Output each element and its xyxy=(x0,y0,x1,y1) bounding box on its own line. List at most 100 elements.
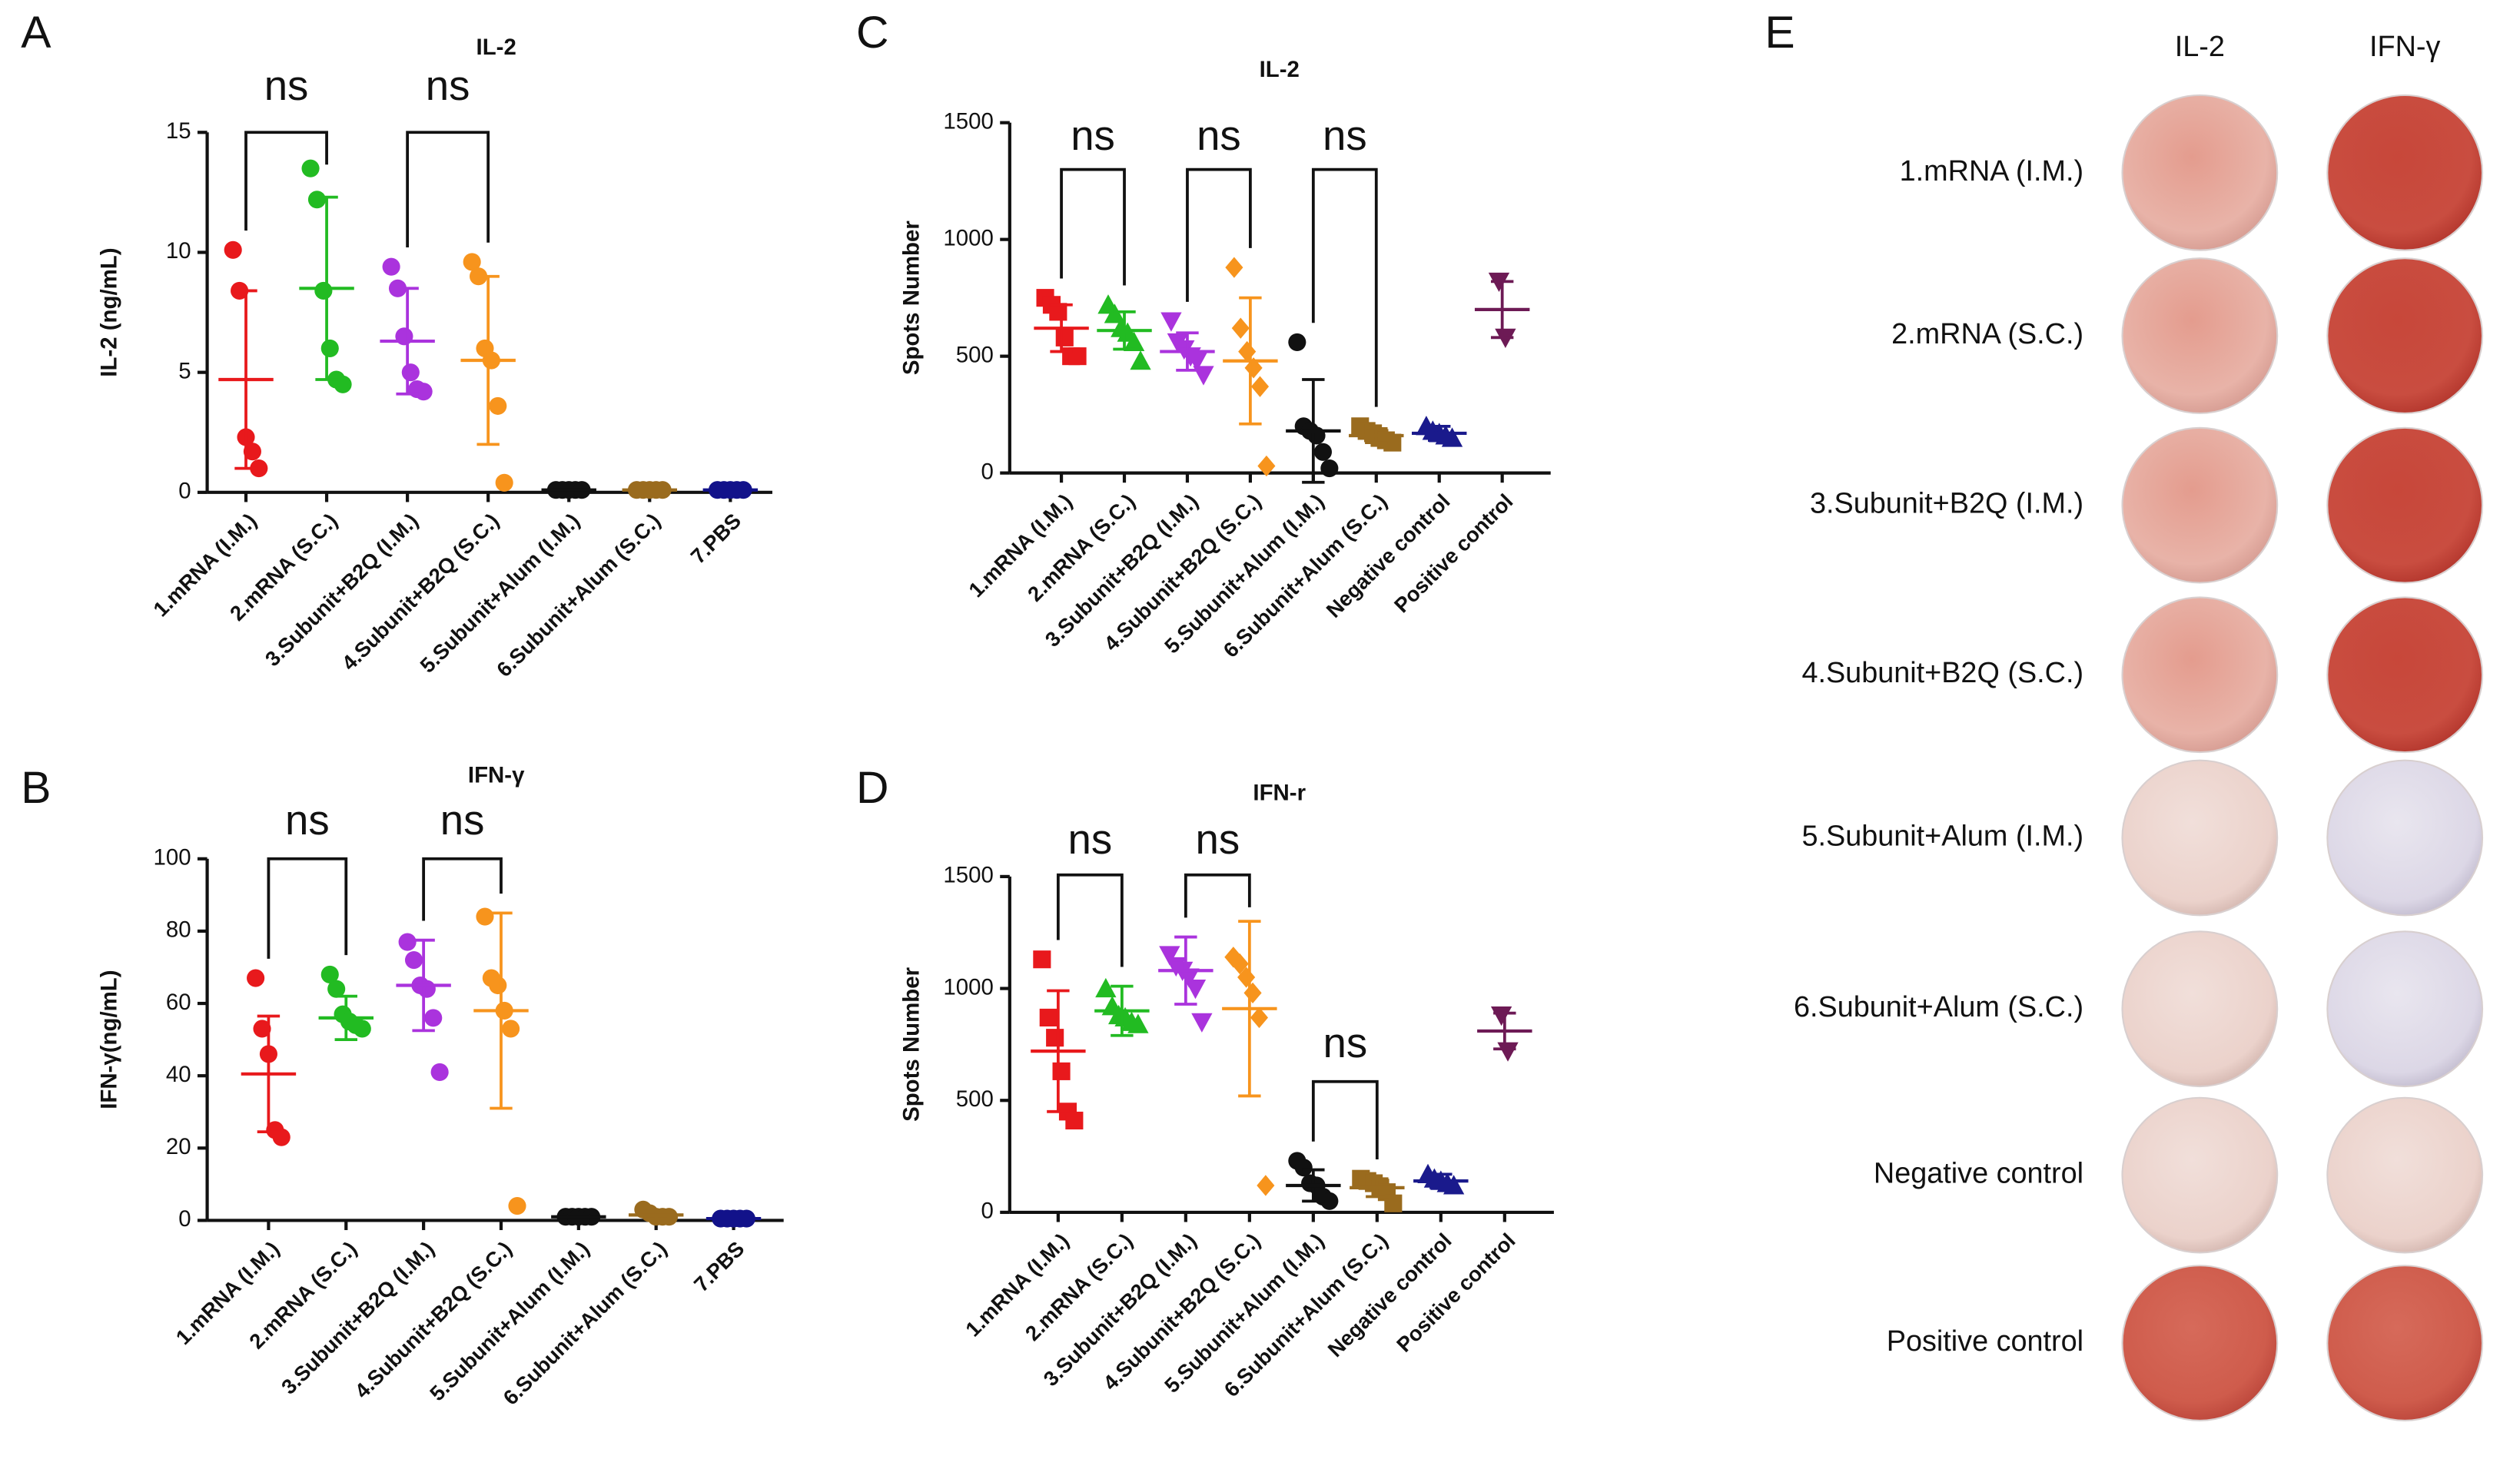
x-tick-label: 6.Subunit+Alum (S.C.) xyxy=(492,509,665,681)
point xyxy=(314,281,333,300)
well-image xyxy=(2326,1096,2484,1254)
point xyxy=(1127,1013,1149,1033)
point xyxy=(1231,317,1250,339)
point xyxy=(1123,331,1145,351)
point xyxy=(1497,1042,1519,1062)
x-tick-label: Positive control xyxy=(1392,1229,1520,1357)
well-image xyxy=(2121,596,2279,754)
point xyxy=(1178,968,1200,988)
significance-bracket xyxy=(422,857,503,921)
chart-title: IL-2 xyxy=(476,35,516,60)
point xyxy=(1257,1175,1275,1196)
point xyxy=(1055,328,1074,347)
point xyxy=(1250,376,1270,397)
y-axis-label: Spots Number xyxy=(899,221,925,375)
significance-bracket xyxy=(1186,167,1252,302)
point xyxy=(495,473,513,492)
point xyxy=(508,1197,526,1215)
significance-label: ns xyxy=(1197,112,1241,159)
well-image xyxy=(2121,426,2279,584)
column-header: IL-2 xyxy=(2175,31,2225,63)
point xyxy=(1095,977,1117,998)
point xyxy=(417,980,436,998)
panel-letter: C xyxy=(856,8,888,58)
point xyxy=(1039,1008,1057,1027)
y-tick-label: 1000 xyxy=(943,974,993,1000)
x-tick-label: 6.Subunit+Alum (S.C.) xyxy=(498,1236,671,1409)
y-tick-label: 0 xyxy=(981,1199,993,1224)
x-tick-label: 3.Subunit+B2Q (I.M.) xyxy=(261,509,423,671)
significance-label: ns xyxy=(440,797,485,844)
panel-letter: A xyxy=(21,8,51,58)
row-label: 4.Subunit+B2Q (S.C.) xyxy=(1801,657,2083,689)
panel-letter: D xyxy=(856,763,888,813)
well-image xyxy=(2121,930,2279,1088)
y-tick-label: 0 xyxy=(178,1206,191,1232)
y-tick-label: 60 xyxy=(166,990,191,1015)
significance-label: ns xyxy=(1071,112,1115,159)
row-label: 2.mRNA (S.C.) xyxy=(1891,318,2083,350)
y-tick-label: 80 xyxy=(166,917,191,943)
y-tick-label: 1500 xyxy=(943,863,993,888)
point xyxy=(489,396,507,415)
x-tick-label: 4.Subunit+B2Q (S.C.) xyxy=(350,1236,516,1403)
well-image xyxy=(2326,596,2484,754)
x-tick-label: 7.PBS xyxy=(689,1236,749,1296)
point xyxy=(1441,427,1463,447)
point xyxy=(1257,455,1276,477)
x-tick-label: 2.mRNA (S.C.) xyxy=(1023,489,1140,606)
point xyxy=(1225,257,1243,278)
well-image xyxy=(2326,759,2484,917)
significance-label: ns xyxy=(1323,1020,1367,1066)
point xyxy=(320,965,339,983)
point xyxy=(224,240,242,259)
point xyxy=(307,191,327,209)
y-tick-label: 10 xyxy=(166,238,191,264)
well-image xyxy=(2121,94,2279,251)
point xyxy=(382,257,400,276)
significance-label: ns xyxy=(285,797,330,844)
significance-label: ns xyxy=(264,62,309,109)
point xyxy=(1068,347,1087,366)
well-image xyxy=(2326,426,2484,584)
point xyxy=(253,1020,271,1038)
point xyxy=(1320,1192,1339,1210)
y-tick-label: 100 xyxy=(153,845,191,870)
point xyxy=(1104,303,1126,323)
x-tick-label: 4.Subunit+B2Q (S.C.) xyxy=(337,509,503,675)
point xyxy=(1065,1111,1084,1130)
y-axis-label: Spots Number xyxy=(899,967,925,1122)
x-tick-label: 5.Subunit+Alum (I.M.) xyxy=(415,509,584,678)
significance-bracket xyxy=(244,131,328,231)
point xyxy=(401,363,420,382)
point xyxy=(1383,433,1402,452)
significance-bracket xyxy=(1311,167,1378,407)
point xyxy=(250,459,268,478)
x-tick-label: 3.Subunit+B2Q (I.M.) xyxy=(277,1236,439,1398)
y-tick-label: 5 xyxy=(178,358,191,383)
point xyxy=(334,375,352,393)
point xyxy=(404,951,423,970)
point xyxy=(353,1020,371,1038)
point xyxy=(1294,1159,1313,1177)
chart-title: IFN-γ xyxy=(468,762,525,788)
point xyxy=(1033,950,1051,969)
y-tick-label: 0 xyxy=(178,479,191,504)
point xyxy=(398,933,417,951)
row-label: 6.Subunit+Alum (S.C.) xyxy=(1794,991,2083,1023)
point xyxy=(327,980,346,998)
y-tick-label: 20 xyxy=(166,1134,191,1159)
well-image xyxy=(2326,930,2484,1088)
row-label: Negative control xyxy=(1874,1158,2083,1190)
chart-title: IFN-r xyxy=(1253,781,1306,806)
well-image xyxy=(2121,759,2279,917)
point xyxy=(1184,980,1207,1000)
significance-label: ns xyxy=(1196,816,1240,863)
row-label: 1.mRNA (I.M.) xyxy=(1900,155,2083,187)
y-axis-label: IFN-γ(ng/mL) xyxy=(96,970,121,1109)
point xyxy=(1130,350,1151,370)
chart-title: IL-2 xyxy=(1260,57,1300,82)
point xyxy=(247,969,265,987)
point xyxy=(1052,1062,1071,1080)
